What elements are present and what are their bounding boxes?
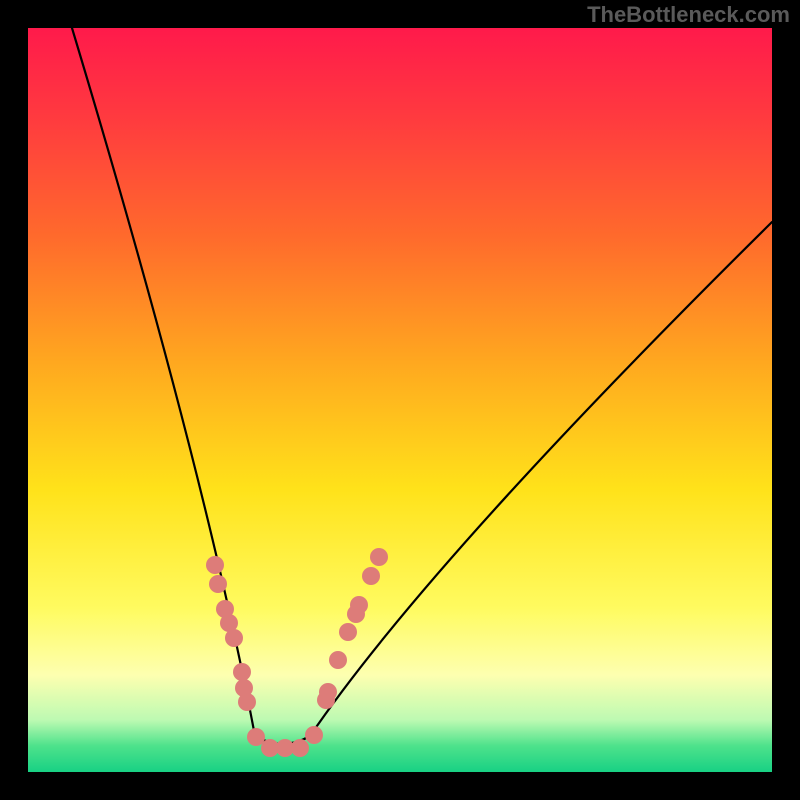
data-point xyxy=(225,629,243,647)
data-point xyxy=(238,693,256,711)
data-point xyxy=(329,651,347,669)
data-point xyxy=(233,663,251,681)
data-point xyxy=(291,739,309,757)
data-point xyxy=(350,596,368,614)
data-point xyxy=(319,683,337,701)
chart-frame: TheBottleneck.com xyxy=(0,0,800,800)
data-point xyxy=(305,726,323,744)
data-point xyxy=(247,728,265,746)
chart-svg xyxy=(0,0,800,800)
gradient-background xyxy=(28,28,772,772)
data-point xyxy=(339,623,357,641)
data-point xyxy=(206,556,224,574)
data-point xyxy=(370,548,388,566)
data-point xyxy=(362,567,380,585)
data-point xyxy=(209,575,227,593)
watermark-text: TheBottleneck.com xyxy=(587,2,790,28)
